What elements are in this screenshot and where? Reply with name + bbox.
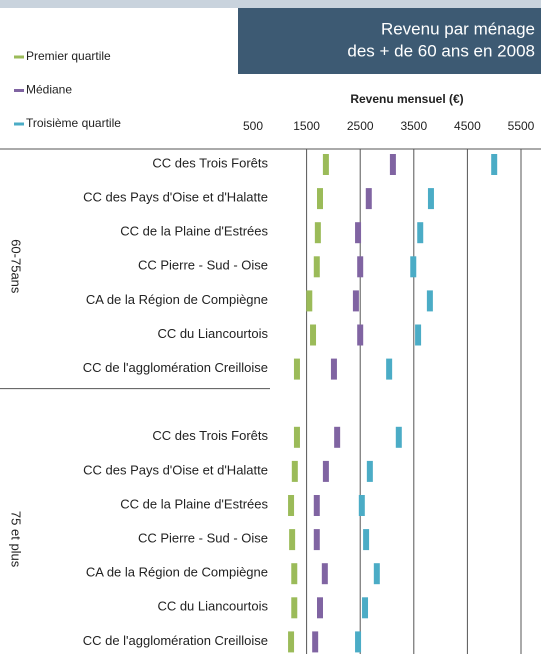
category-label: CA de la Région de Compiègne — [86, 292, 268, 307]
marker — [491, 154, 498, 175]
marker — [306, 290, 313, 312]
marker — [293, 358, 300, 380]
marker — [317, 188, 323, 210]
marker — [365, 188, 372, 210]
marker — [322, 460, 329, 482]
marker — [291, 597, 298, 619]
marker — [357, 256, 364, 278]
category-label: CC du Liancourtois — [157, 599, 268, 614]
marker — [321, 563, 328, 585]
marker — [355, 222, 362, 244]
marker — [313, 256, 320, 278]
marker — [362, 597, 369, 619]
marker — [334, 426, 341, 448]
marker — [386, 358, 393, 380]
marker — [288, 495, 295, 516]
x-axis-label: Revenu mensuel (€) — [350, 92, 463, 106]
marker — [410, 256, 417, 278]
marker — [389, 154, 396, 175]
legend-label: Troisième quartile — [26, 116, 121, 130]
marker — [288, 631, 295, 653]
group-label: 60-75ans — [9, 239, 24, 294]
marker — [352, 290, 359, 312]
category-label: CC du Liancourtois — [157, 326, 268, 341]
legend-label: Premier quartile — [26, 49, 111, 63]
x-tick-label: 4500 — [454, 119, 481, 133]
marker — [313, 529, 320, 551]
marker — [322, 154, 329, 175]
top-strip — [0, 0, 541, 8]
category-label: CC de l'agglomération Creilloise — [83, 360, 268, 375]
marker — [313, 495, 320, 516]
category-label: CC Pierre - Sud - Oise — [138, 258, 268, 273]
marker — [417, 222, 424, 244]
category-label: CC des Trois Forêts — [152, 155, 268, 170]
category-label: CA de la Région de Compiègne — [86, 565, 268, 580]
marker — [363, 529, 370, 551]
category-label: CC Pierre - Sud - Oise — [138, 531, 268, 546]
category-label: CC de l'agglomération Creilloise — [83, 633, 268, 648]
category-label: CC des Pays d'Oise et d'Halatte — [83, 190, 268, 205]
legend-label: Médiane — [26, 83, 72, 97]
x-tick-label: 500 — [243, 119, 263, 133]
chart-title: des + de 60 ans en 2008 — [347, 41, 535, 60]
group-label: 75 et plus — [9, 511, 24, 568]
marker — [314, 222, 321, 244]
marker — [427, 188, 434, 210]
marker — [366, 460, 373, 482]
marker — [357, 324, 364, 346]
chart-title: Revenu par ménage — [381, 19, 535, 38]
x-tick-label: 5500 — [508, 119, 535, 133]
marker — [415, 324, 422, 346]
title-box — [238, 8, 541, 74]
marker — [312, 631, 319, 653]
marker — [395, 426, 402, 448]
marker — [289, 529, 296, 551]
category-label: CC de la Plaine d'Estrées — [120, 496, 268, 511]
category-label: CC des Pays d'Oise et d'Halatte — [83, 462, 268, 477]
category-label: CC des Trois Forêts — [152, 428, 268, 443]
marker — [358, 495, 365, 516]
marker — [373, 563, 380, 585]
marker — [310, 324, 317, 346]
marker — [317, 597, 323, 619]
marker — [330, 358, 337, 380]
marker — [426, 290, 433, 312]
x-tick-label: 1500 — [293, 119, 320, 133]
x-tick-label: 2500 — [347, 119, 374, 133]
marker — [355, 631, 362, 653]
marker — [291, 563, 298, 585]
category-label: CC de la Plaine d'Estrées — [120, 224, 268, 239]
marker — [293, 426, 300, 448]
x-tick-label: 3500 — [400, 119, 427, 133]
marker — [291, 460, 298, 482]
